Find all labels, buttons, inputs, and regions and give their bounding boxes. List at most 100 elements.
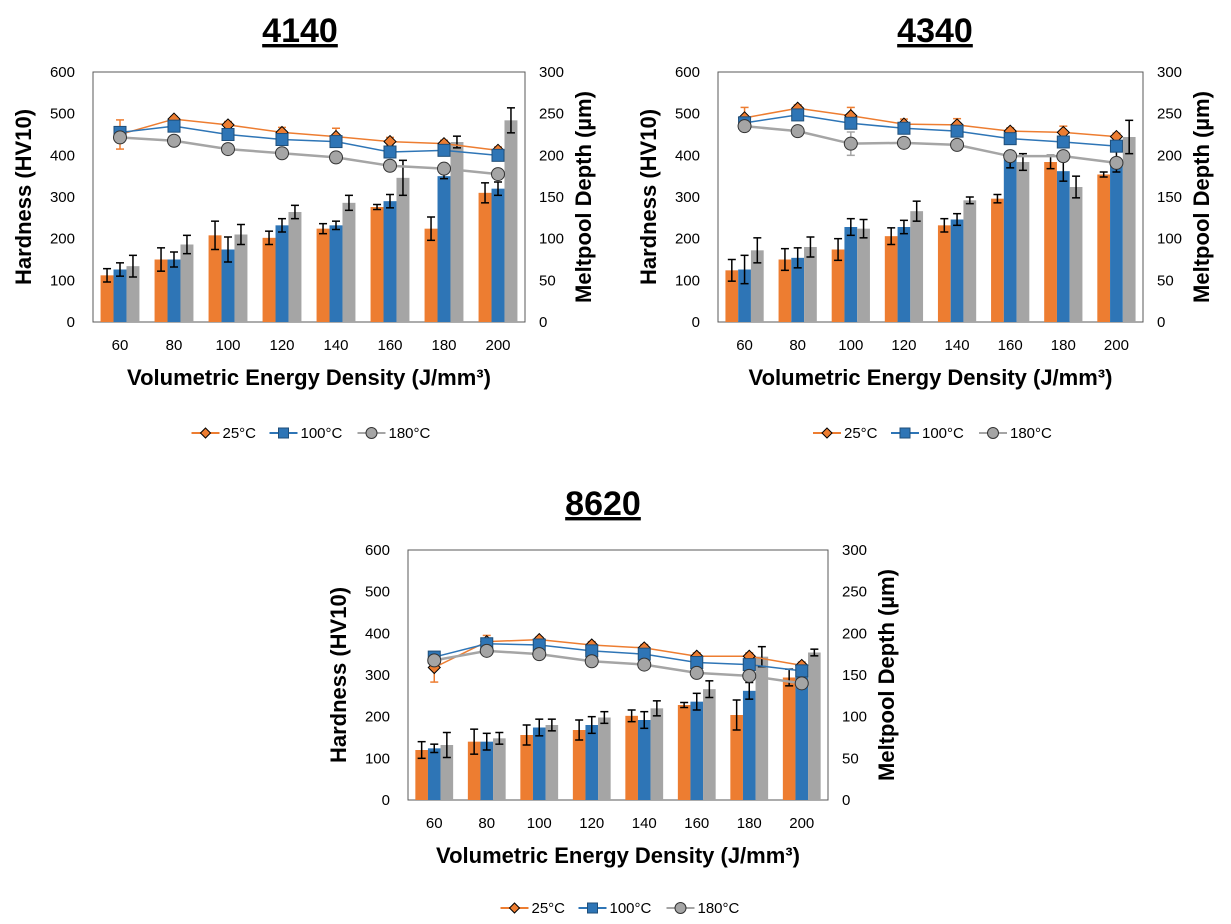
point-180°C (113, 130, 127, 145)
bar-100°C (491, 188, 505, 322)
x-tick-label: 180 (431, 337, 456, 354)
x-tick-label: 160 (377, 337, 402, 354)
y2-tick-label: 0 (539, 314, 547, 331)
point-180°C (329, 150, 343, 165)
legend-label-25°C: 25°C (844, 425, 878, 442)
bar-25°C (782, 677, 796, 800)
y2-tick-label: 250 (539, 106, 564, 123)
y-tick-label: 0 (692, 314, 700, 331)
x-tick-label: 200 (1104, 337, 1129, 354)
point-180°C (584, 654, 599, 669)
bar-25°C (937, 225, 951, 322)
point-180°C (896, 135, 911, 150)
line-180°C (744, 124, 1117, 165)
y-tick-label: 500 (50, 106, 75, 123)
chart-title: 8620 (565, 485, 641, 523)
bar-180°C (396, 177, 410, 322)
y2-tick-label: 300 (539, 64, 564, 81)
bar-180°C (804, 247, 817, 322)
chart-title: 4340 (897, 12, 973, 50)
point-180°C (737, 119, 752, 134)
bar-25°C (725, 270, 739, 322)
legend-marker-25°C (508, 902, 521, 914)
y-tick-label: 100 (365, 750, 390, 767)
x-tick-label: 80 (478, 815, 495, 832)
bar-180°C (545, 725, 559, 800)
y-tick-label: 200 (365, 709, 390, 726)
bar-180°C (703, 689, 716, 800)
y2-tick-label: 0 (1157, 314, 1165, 331)
bar-100°C (329, 225, 343, 322)
bar-100°C (383, 201, 397, 322)
y2-tick-label: 150 (1157, 189, 1182, 206)
point-100°C (1109, 139, 1123, 153)
x-tick-label: 140 (323, 337, 348, 354)
bar-25°C (208, 235, 222, 322)
y2-tick-label: 200 (539, 147, 564, 164)
bar-100°C (795, 675, 809, 800)
legend-label-180°C: 180°C (389, 425, 431, 442)
bar-180°C (234, 234, 248, 322)
x-tick-label: 100 (215, 337, 240, 354)
bar-100°C (437, 176, 451, 322)
legend-label-180°C: 180°C (698, 900, 740, 917)
point-100°C (897, 121, 911, 135)
bar-100°C (637, 720, 651, 800)
bar-180°C (504, 120, 518, 322)
bar-100°C (690, 701, 704, 800)
plot-area-frame (92, 71, 526, 323)
point-180°C (275, 146, 289, 161)
bar-100°C (1003, 159, 1017, 322)
point-100°C (1003, 132, 1017, 146)
legend-label-25°C: 25°C (223, 425, 257, 442)
bar-25°C (520, 735, 533, 800)
y2-tick-label: 200 (1157, 147, 1182, 164)
point-180°C (221, 142, 235, 157)
point-100°C (795, 664, 809, 678)
bar-180°C (910, 211, 924, 322)
plot-area-frame (717, 71, 1144, 323)
bar-100°C (427, 748, 441, 800)
legend-marker-100°C (278, 427, 289, 439)
point-180°C (794, 676, 809, 691)
bar-180°C (342, 202, 356, 322)
bar-25°C (478, 192, 492, 322)
y-tick-label: 100 (50, 272, 75, 289)
point-180°C (742, 668, 757, 683)
line-180°C (434, 649, 802, 685)
x-tick-label: 60 (426, 815, 443, 832)
line-25°C (433, 638, 802, 669)
bar-25°C (625, 715, 638, 800)
y-tick-label: 300 (365, 667, 390, 684)
legend-marker-180°C (987, 427, 999, 439)
x-tick-label: 60 (112, 337, 129, 354)
legend-marker-25°C (821, 427, 833, 439)
bar-100°C (950, 219, 964, 322)
bar-180°C (808, 652, 821, 800)
legend-label-100°C: 100°C (301, 425, 343, 442)
point-100°C (1056, 135, 1070, 149)
y-tick-label: 400 (50, 147, 75, 164)
bar-100°C (275, 225, 289, 322)
bar-100°C (844, 227, 858, 322)
bar-25°C (730, 715, 743, 800)
bar-100°C (1056, 171, 1070, 322)
y2-tick-label: 250 (842, 584, 867, 601)
legend-label-180°C: 180°C (1010, 425, 1052, 442)
point-180°C (790, 124, 805, 139)
y-tick-label: 500 (675, 106, 700, 123)
point-100°C (383, 145, 397, 159)
y-tick-label: 200 (675, 231, 700, 248)
y-tick-label: 100 (675, 272, 700, 289)
x-tick-label: 100 (527, 815, 552, 832)
y2-tick-label: 250 (1157, 106, 1182, 123)
y2-tick-label: 150 (842, 667, 867, 684)
bar-25°C (415, 750, 428, 800)
bar-100°C (532, 727, 546, 800)
bar-100°C (167, 259, 181, 322)
bar-180°C (440, 745, 454, 800)
point-100°C (275, 133, 289, 146)
point-100°C (167, 119, 181, 133)
bar-180°C (1122, 137, 1136, 322)
y-tick-label: 600 (365, 542, 390, 559)
